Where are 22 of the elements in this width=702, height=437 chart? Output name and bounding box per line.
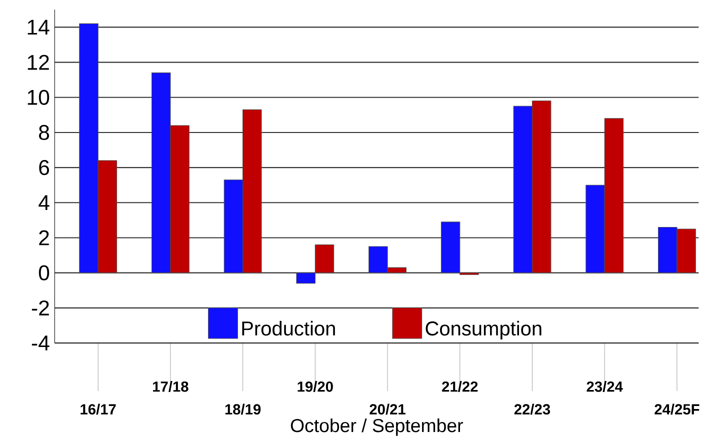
y-tick-label: 6 <box>39 160 50 176</box>
x-tick-label: 17/18 <box>153 381 188 392</box>
x-tick-label: 19/20 <box>298 381 333 392</box>
y-tick-label: 4 <box>38 195 50 210</box>
x-tick-label: 24/25F <box>654 404 700 415</box>
y-tick-label: -2 <box>32 300 49 316</box>
x-tick-label: 22/23 <box>514 404 550 415</box>
y-tick-label: 2 <box>39 230 49 246</box>
x-tick-label: 16/17 <box>80 404 116 415</box>
y-tick-label: 0 <box>38 265 50 280</box>
y-tick-label: -4 <box>32 336 50 350</box>
x-tick-label: 23/24 <box>586 381 623 392</box>
x-tick-label: 18/19 <box>225 404 261 415</box>
y-tick-label: 10 <box>28 90 50 105</box>
x-tick-label: 21/22 <box>442 381 478 392</box>
legend-label: Consumption <box>426 320 542 340</box>
legend-label: Production <box>242 320 335 336</box>
y-tick-label: 14 <box>28 20 50 35</box>
y-tick-label: 12 <box>28 54 49 70</box>
x-axis-title: October / September <box>290 418 463 436</box>
x-tick-label: 20/21 <box>370 404 406 415</box>
y-tick-label: 8 <box>39 124 50 140</box>
